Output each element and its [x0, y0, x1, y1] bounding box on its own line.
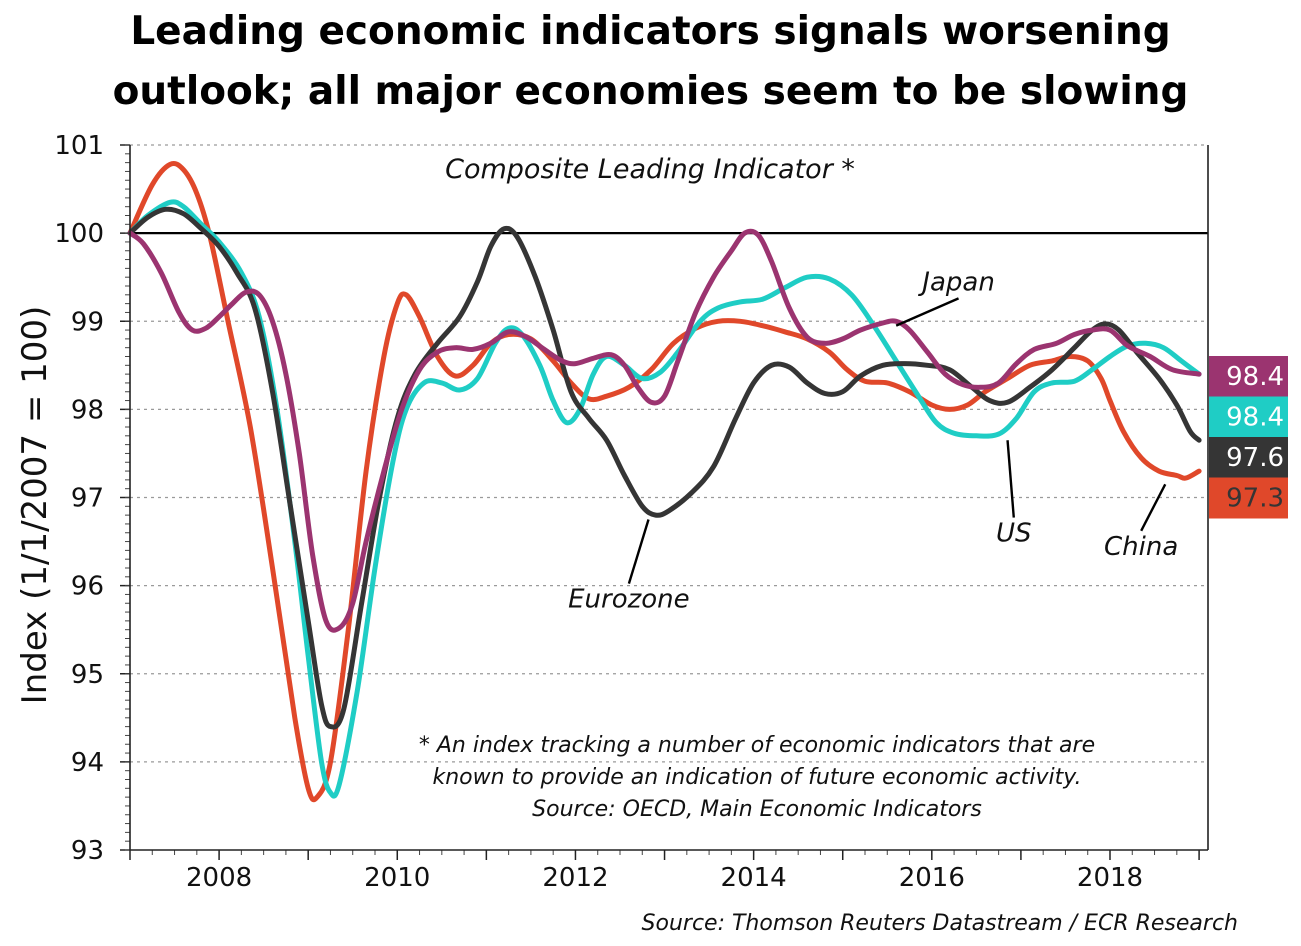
end-badge-value: 97.3 [1226, 484, 1284, 514]
y-tick-label: 97 [71, 484, 104, 514]
y-axis-label: Index (1/1/2007 = 100) [15, 306, 55, 705]
series-lines [127, 161, 1202, 803]
source-note: Source: Thomson Reuters Datastream / ECR… [642, 911, 1238, 936]
x-tick-label: 2012 [542, 863, 608, 893]
annotation-label-japan: Japan [917, 267, 995, 297]
end-badge-bg [1209, 437, 1288, 478]
y-tick-label: 93 [71, 836, 104, 866]
end-badge-value: 98.4 [1226, 403, 1284, 433]
chart-title-line-1: Leading economic indicators signals wors… [130, 9, 1171, 54]
annotation-label-eurozone: Eurozone [568, 585, 690, 615]
annotations: Japan US Eurozone China [568, 267, 1178, 614]
end-badge-bg [1209, 477, 1288, 519]
axes: 93 94 95 96 97 98 99 100 101 2008 2010 2012 2014 2016… [54, 131, 1209, 893]
x-tick-label: 2008 [186, 863, 252, 893]
series-line-japan [127, 228, 1202, 633]
end-badge-value: 97.6 [1226, 443, 1284, 473]
gridlines [130, 144, 1208, 763]
chart-subtitle: Composite Leading Indicator * [445, 154, 855, 185]
chart-title-line-2: outlook; all major economies seem to be … [112, 69, 1189, 114]
footnote-line-1: * An index tracking a number of economic… [419, 733, 1095, 758]
series-line-eurozone [127, 206, 1202, 730]
series-line-china [127, 161, 1202, 803]
y-tick-label: 99 [71, 307, 104, 337]
footnote-line-2: known to provide an indication of future… [432, 765, 1081, 790]
end-badge-bg [1209, 396, 1288, 438]
chart-title: Leading economic indicators signals wors… [0, 2, 1301, 122]
annotation-label-china: China [1104, 532, 1178, 562]
annotation-leader-us [1006, 440, 1015, 518]
x-tick-label: 2016 [899, 863, 965, 893]
y-tick-label: 100 [54, 219, 104, 249]
y-tick-label: 101 [54, 131, 104, 161]
y-tick-label: 94 [71, 748, 104, 778]
annotation-leader-china [1140, 483, 1167, 532]
y-tick-label: 98 [71, 395, 104, 425]
series-line-us [127, 199, 1202, 799]
end-value-badges: 98.4 98.4 97.6 97.3 [1209, 356, 1288, 519]
footnote-line-3: Source: OECD, Main Economic Indicators [532, 797, 982, 822]
x-tick-label: 2018 [1077, 863, 1143, 893]
x-tick-label: 2010 [364, 863, 430, 893]
annotation-leader-eurozone [627, 519, 650, 585]
y-tick-label: 95 [71, 660, 104, 690]
y-tick-label: 96 [71, 572, 104, 602]
end-badge-bg [1209, 356, 1288, 397]
end-badge-value: 98.4 [1226, 362, 1284, 392]
annotation-leader-japan [895, 297, 960, 327]
x-tick-label: 2014 [721, 863, 787, 893]
annotation-label-us: US [996, 519, 1032, 549]
